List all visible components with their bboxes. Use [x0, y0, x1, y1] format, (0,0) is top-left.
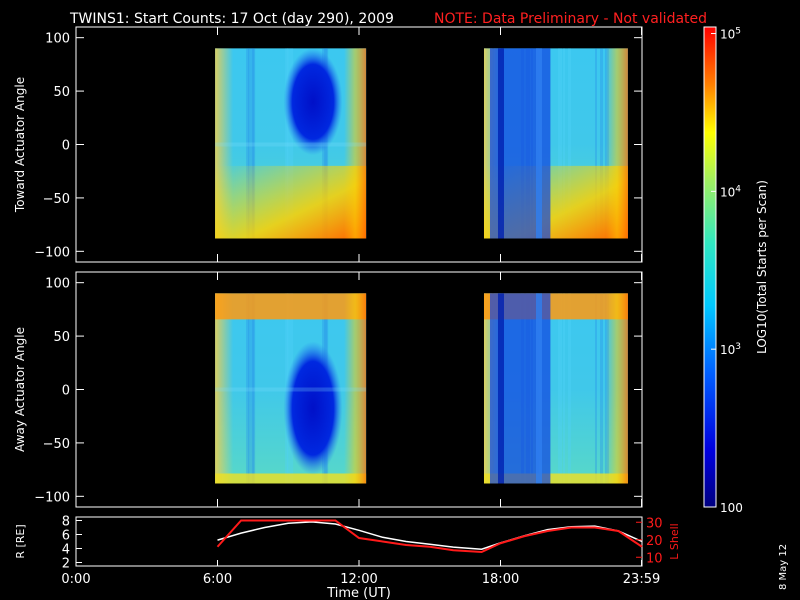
- x-tick-label: 18:00: [482, 572, 519, 587]
- streak: [562, 293, 565, 484]
- streak: [246, 48, 250, 239]
- y-tick-label: −50: [43, 437, 70, 452]
- toward-panel: 100 50 0 −50 −100 Toward Actuator Angle: [13, 26, 643, 263]
- date-stamp: 8 May 12: [778, 544, 789, 590]
- streak: [567, 48, 571, 239]
- x-tick-label: 23:59: [623, 572, 660, 587]
- low-count-region: [283, 341, 343, 475]
- r-series-line: [217, 521, 643, 550]
- right-edge-band: [344, 48, 367, 239]
- y-tick-label: 0: [62, 384, 70, 399]
- warm-region: [215, 165, 367, 239]
- right-edge-band: [605, 293, 628, 484]
- y-tick-label: 50: [53, 85, 70, 100]
- away-panel: 100 50 0 −50 −100 Away Actuator Angle: [13, 271, 643, 508]
- zero-band: [215, 142, 367, 147]
- streak: [562, 48, 565, 239]
- streak: [599, 48, 603, 239]
- y-tick-label: 0: [62, 139, 70, 154]
- left-tick-label: 8: [62, 515, 70, 530]
- x-tick-label: 0:00: [61, 572, 90, 587]
- left-tick-label: 4: [62, 543, 70, 558]
- x-tick-label: 12:00: [340, 572, 377, 587]
- lshell-series-line: [216, 519, 643, 554]
- data-segment: [483, 293, 628, 484]
- streak: [252, 293, 256, 484]
- streak: [248, 293, 251, 484]
- left-tick-label: 2: [62, 557, 70, 572]
- streak: [599, 293, 603, 484]
- streak: [557, 48, 562, 239]
- colorbar-gradient: [703, 26, 717, 508]
- right-tick-label: 30: [646, 516, 663, 531]
- streak: [567, 293, 571, 484]
- warm-bottom-band: [483, 473, 628, 484]
- right-edge-band: [344, 293, 367, 484]
- colorbar-tick-label: 103: [720, 342, 741, 357]
- streak: [289, 48, 294, 239]
- dark-streak: [497, 293, 504, 484]
- zero-band: [215, 387, 367, 392]
- x-tick-label: 6:00: [203, 572, 232, 587]
- low-count-region: [283, 48, 343, 156]
- streak: [285, 48, 289, 239]
- y-tick-label: 100: [45, 32, 70, 47]
- left-axis-label: R [RE]: [14, 524, 27, 558]
- light-streak: [535, 293, 542, 484]
- panel-frame: [75, 516, 643, 567]
- right-tick-label: 10: [646, 551, 663, 566]
- warm-bottom-band: [215, 473, 367, 484]
- streak: [248, 48, 251, 239]
- chart-title: TWINS1: Start Counts: 17 Oct (day 290), …: [69, 11, 394, 27]
- left-edge-band: [215, 293, 234, 484]
- data-note: NOTE: Data Preliminary - Not validated: [434, 11, 707, 27]
- streak: [250, 293, 255, 484]
- right-tick-label: 20: [646, 534, 663, 549]
- left-tick-label: 6: [62, 529, 70, 544]
- light-streak: [535, 48, 542, 239]
- dark-streak: [497, 48, 504, 239]
- streak: [252, 48, 256, 239]
- streak: [250, 48, 255, 239]
- right-axis-label: L Shell: [668, 523, 681, 559]
- streak: [246, 293, 250, 484]
- streak: [557, 293, 562, 484]
- streak: [594, 48, 597, 239]
- colorbar-tick-label: 100: [720, 501, 743, 515]
- data-segment: [483, 48, 628, 239]
- streak: [287, 48, 290, 239]
- y-tick-label: 100: [45, 277, 70, 292]
- colorbar-tick-label: 105: [720, 27, 741, 42]
- colorbar: 105 104 103 100 LOG10(Total Starts per Scan): [703, 26, 769, 515]
- x-axis-label: Time (UT): [326, 586, 391, 600]
- y-axis-label: Toward Actuator Angle: [13, 77, 27, 213]
- warm-top-band: [215, 293, 367, 320]
- y-tick-label: −100: [34, 245, 70, 260]
- y-tick-label: 50: [53, 330, 70, 345]
- y-tick-label: −50: [43, 192, 70, 207]
- colorbar-label: LOG10(Total Starts per Scan): [755, 180, 769, 354]
- y-axis-label: Away Actuator Angle: [13, 327, 27, 452]
- colorbar-tick-label: 104: [720, 184, 741, 199]
- right-edge-band: [605, 48, 628, 239]
- y-tick-label: −100: [34, 490, 70, 505]
- streak: [594, 293, 597, 484]
